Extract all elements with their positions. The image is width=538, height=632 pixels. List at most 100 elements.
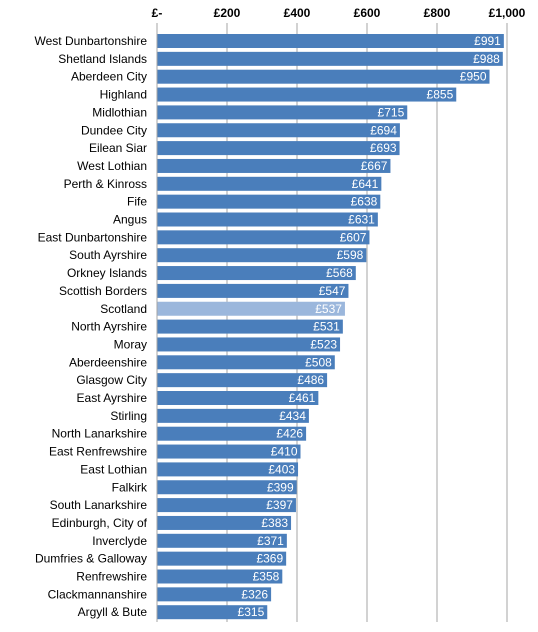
category-label: Highland [100,88,147,102]
bar [157,176,382,191]
x-tick-label: £- [152,6,163,20]
x-tick-label: £200 [214,6,241,20]
value-label: £991 [474,34,501,48]
bar [157,248,367,263]
category-label: Dumfries & Galloway [35,552,147,566]
category-label: Moray [114,337,147,351]
x-tick-label: £400 [284,6,311,20]
bar [157,230,370,245]
value-label: £410 [271,445,298,459]
category-label: Angus [113,213,147,227]
bar [157,498,296,513]
bar [157,373,328,388]
category-label: Scottish Borders [59,284,147,298]
value-label: £461 [289,391,316,405]
bar [157,337,341,352]
bar [157,87,457,102]
bar [157,569,283,584]
category-label: Dundee City [81,123,147,137]
category-label: Shetland Islands [58,52,147,66]
category-label: Stirling [110,409,147,423]
value-label: £399 [267,480,294,494]
value-label: £855 [427,88,454,102]
category-label: Inverclyde [92,534,147,548]
category-label: South Ayrshire [69,248,147,262]
value-labels: £991 £988 £950 £855 £715 £694 £693 £667 £641 £638… [238,34,502,619]
value-label: £547 [319,284,346,298]
bar [157,34,504,48]
category-label: Orkney Islands [67,266,147,280]
category-label: Glasgow City [76,373,147,387]
bar [157,105,408,120]
value-label: £508 [305,355,332,369]
value-label: £638 [351,195,378,209]
value-label: £641 [352,177,379,191]
category-label: West Dunbartonshire [35,34,148,48]
value-label: £950 [460,70,487,84]
value-label: £523 [310,337,337,351]
category-label: South Lanarkshire [50,498,148,512]
value-label: £598 [337,248,364,262]
bar [157,515,292,530]
bar [157,444,301,459]
value-label: £537 [315,302,342,316]
category-labels: West Dunbartonshire Shetland Islands Aberd… [35,34,148,619]
bar [157,480,297,495]
bar [157,212,378,227]
bar [157,283,349,298]
value-label: £383 [261,516,288,530]
value-label: £568 [326,266,353,280]
bar [157,533,287,548]
category-label: Clackmannanshire [48,587,148,601]
x-tick-label: £800 [424,6,451,20]
value-label: £988 [473,52,500,66]
category-label: Aberdeenshire [69,355,147,369]
value-label: £315 [238,605,265,619]
x-tick-label: £1,000 [489,6,526,20]
bars [157,34,504,620]
value-label: £667 [361,159,388,173]
value-label: £426 [276,427,303,441]
bar [157,51,503,66]
category-label: North Lanarkshire [52,427,148,441]
bar [157,301,345,316]
category-label: Perth & Kinross [64,177,147,191]
value-label: £371 [257,534,284,548]
category-label: West Lothian [77,159,147,173]
category-label: East Ayrshire [77,391,148,405]
value-label: £403 [268,462,295,476]
bar [157,194,381,209]
x-tick-label: £600 [354,6,381,20]
bar [157,462,299,477]
bar [157,391,319,405]
bar [157,319,343,334]
category-label: Eilean Siar [89,141,147,155]
value-label: £326 [241,587,268,601]
value-label: £694 [370,123,397,137]
category-label: Argyll & Bute [78,605,148,619]
bar [157,266,356,281]
category-label: Aberdeen City [71,70,147,84]
bar [157,141,400,156]
bar [157,158,391,173]
value-label: £715 [378,105,405,119]
category-label: Midlothian [92,105,147,119]
x-axis-ticks: £- £200 £400 £600 £800 £1,000 [152,6,526,20]
value-label: £607 [340,230,367,244]
value-label: £434 [279,409,306,423]
bar [157,355,335,370]
category-label: Falkirk [112,480,148,494]
value-label: £486 [297,373,324,387]
category-label: East Lothian [80,462,147,476]
value-label: £631 [348,213,375,227]
bar [157,69,490,84]
bar [157,123,400,138]
bar [157,605,268,620]
value-label: £531 [313,320,340,334]
category-label: Scotland [100,302,147,316]
category-label: East Dunbartonshire [38,230,148,244]
bar [157,587,272,602]
category-label: Renfrewshire [76,570,147,584]
bar [157,408,309,423]
bar [157,551,287,566]
